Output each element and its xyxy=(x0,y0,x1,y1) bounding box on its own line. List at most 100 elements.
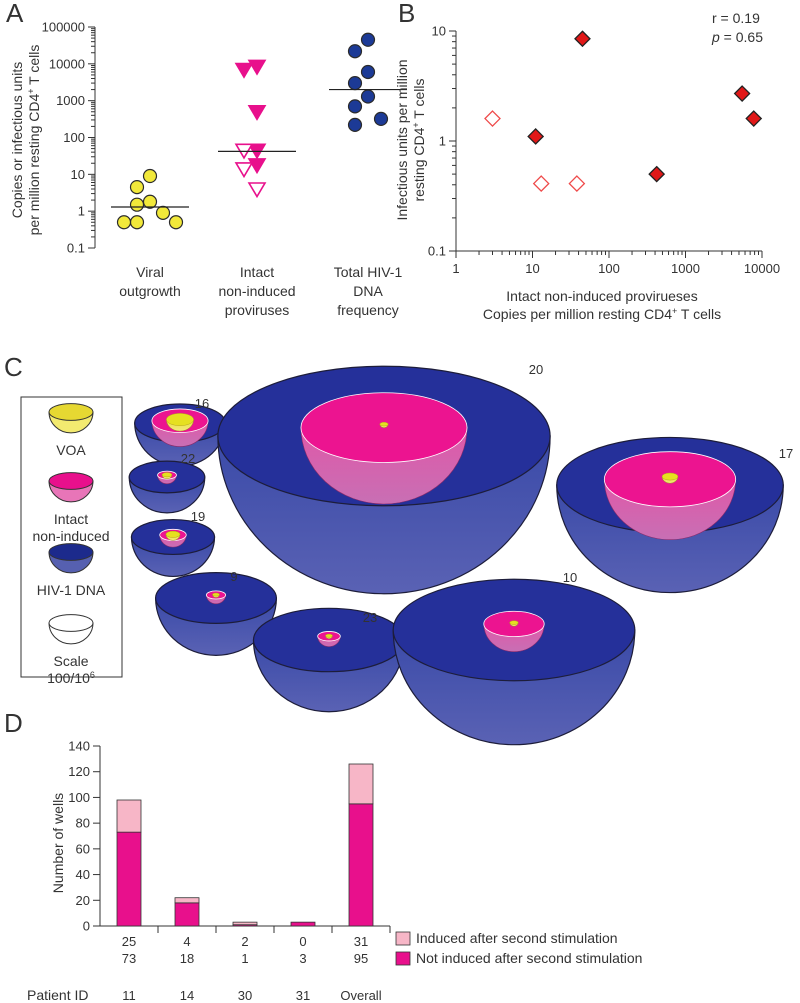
panel-b-y-tick-label: 10 xyxy=(432,24,446,39)
not-induced-count-label: 95 xyxy=(354,951,368,966)
panel-a-x-category-label: Total HIV-1 xyxy=(334,264,403,280)
voa-bowl-rim xyxy=(166,413,194,426)
legend-label: non-induced xyxy=(32,528,109,544)
panel-a-point xyxy=(129,180,145,195)
panel-b-y-axis-label-line2: resting CD4+ T cells xyxy=(411,78,427,201)
panel-a-x-category-label: Intact xyxy=(240,264,274,280)
voa-bowl-rim xyxy=(661,472,679,481)
panel-a-point xyxy=(129,197,145,212)
panel-a-point xyxy=(347,75,363,91)
induced-count-label: 31 xyxy=(354,934,368,949)
panel-a-point xyxy=(360,64,376,80)
bar-induced xyxy=(174,897,200,904)
not-induced-count-label: 73 xyxy=(122,951,136,966)
panel-a-point xyxy=(129,215,145,230)
legend-bowl-rim xyxy=(48,543,94,561)
legend-label: 100/106 xyxy=(47,670,95,686)
panel-b-x-tick-label: 1000 xyxy=(671,261,700,276)
panel-d-y-tick-label: 60 xyxy=(76,841,90,856)
not-induced-count-label: 18 xyxy=(180,951,194,966)
patient-id-value: 14 xyxy=(180,988,194,1003)
panel-a-point xyxy=(142,168,158,184)
panel-b-x-tick-label: 10 xyxy=(525,261,539,276)
induced-count-label: 0 xyxy=(299,934,306,949)
patient-id-value: 11 xyxy=(122,988,136,1003)
panel-label-a: A xyxy=(6,0,24,28)
bowl-id-label: 23 xyxy=(363,610,377,625)
panel-a-point xyxy=(155,205,171,220)
panel-b-y-tick-label: 0.1 xyxy=(428,244,446,259)
panel-b-point xyxy=(745,110,763,127)
panel-b-point xyxy=(648,165,666,183)
panel-d-legend-label: Not induced after second stimulation xyxy=(416,950,642,966)
legend-bowl-rim xyxy=(48,403,94,421)
panel-d-legend-swatch xyxy=(395,951,411,966)
bowl-id-label: 22 xyxy=(181,451,195,466)
panel-b-stat-r: r = 0.19 xyxy=(712,10,760,26)
panel-b-point xyxy=(484,110,501,127)
legend-label: VOA xyxy=(56,442,86,458)
panel-a-y-tick-label: 100 xyxy=(63,130,85,145)
panel-d-legend-label: Induced after second stimulation xyxy=(416,930,618,946)
panel-a-x-category-label: DNA xyxy=(353,283,383,299)
bar-not-induced xyxy=(116,831,142,927)
panel-a-y-tick-label: 10000 xyxy=(49,56,85,71)
not-induced-count-label: 3 xyxy=(299,951,306,966)
panel-a-point xyxy=(234,62,254,79)
panel-b-point xyxy=(527,128,545,145)
panel-a-point xyxy=(347,117,363,132)
panel-b-chart: Infectious units per million resting CD4… xyxy=(394,10,780,322)
bowl-group xyxy=(154,572,278,656)
legend-bowl-rim xyxy=(48,472,94,490)
panel-a-x-category-label: outgrowth xyxy=(119,283,180,299)
panel-d-y-tick-label: 120 xyxy=(68,764,90,779)
bowl-group xyxy=(128,460,206,514)
panel-a-point xyxy=(142,194,158,209)
panel-a-y-tick-label: 100000 xyxy=(42,20,85,35)
panel-b-x-tick-label: 100 xyxy=(598,261,620,276)
panel-a-y-tick-label: 1000 xyxy=(56,93,85,108)
panel-b-y-tick-label: 1 xyxy=(439,134,446,149)
panel-b-point xyxy=(532,175,550,193)
panel-a-point xyxy=(247,182,267,199)
panel-label-d: D xyxy=(4,708,23,738)
voa-bowl-rim xyxy=(379,422,389,427)
panel-d-y-tick-label: 80 xyxy=(76,816,90,831)
panel-a-y-tick-label: 1 xyxy=(78,204,85,219)
bar-not-induced xyxy=(348,803,374,927)
panel-a-y-axis-label: Copies or infectious units xyxy=(9,62,25,218)
bowl-group xyxy=(130,518,216,577)
voa-bowl-rim xyxy=(212,592,220,597)
panel-b-stat-p: p = 0.65 xyxy=(711,29,763,45)
bowl-group xyxy=(217,365,551,595)
panel-a-x-category-label: frequency xyxy=(337,302,398,318)
induced-count-label: 4 xyxy=(183,934,190,949)
panel-a-y-axis-label-line2: per million resting CD4+ T cells xyxy=(26,45,42,236)
bar-not-induced xyxy=(174,902,200,927)
panel-label-c: C xyxy=(4,352,23,382)
panel-a-point xyxy=(347,44,363,59)
panel-a-point xyxy=(247,59,267,76)
bar-induced xyxy=(232,921,258,926)
legend-label: Intact xyxy=(54,511,88,527)
panel-a-point xyxy=(360,89,376,104)
voa-bowl-rim xyxy=(161,472,173,478)
legend-label: HIV-1 DNA xyxy=(37,582,106,598)
voa-bowl-rim xyxy=(509,620,519,625)
panel-a-point xyxy=(168,215,184,230)
panel-d-y-tick-label: 140 xyxy=(68,739,90,754)
bar-induced xyxy=(116,799,142,833)
panel-a-point xyxy=(347,99,363,114)
patient-id-value: Overall xyxy=(340,988,381,1003)
bar-not-induced xyxy=(290,921,316,927)
panel-a-x-category-label: Viral xyxy=(136,264,164,280)
legend-bowl-rim xyxy=(48,614,94,632)
panel-b-x-axis-label-line2: Copies per million resting CD4+ T cells xyxy=(483,306,721,322)
panel-d-chart: Number of wells Patient ID 0204060801001… xyxy=(27,739,642,1003)
panel-a-x-category-label: non-induced xyxy=(218,283,295,299)
bar-induced xyxy=(348,763,374,805)
panel-a-y-tick-label: 10 xyxy=(71,167,85,182)
patient-id-label: Patient ID xyxy=(27,987,88,1003)
